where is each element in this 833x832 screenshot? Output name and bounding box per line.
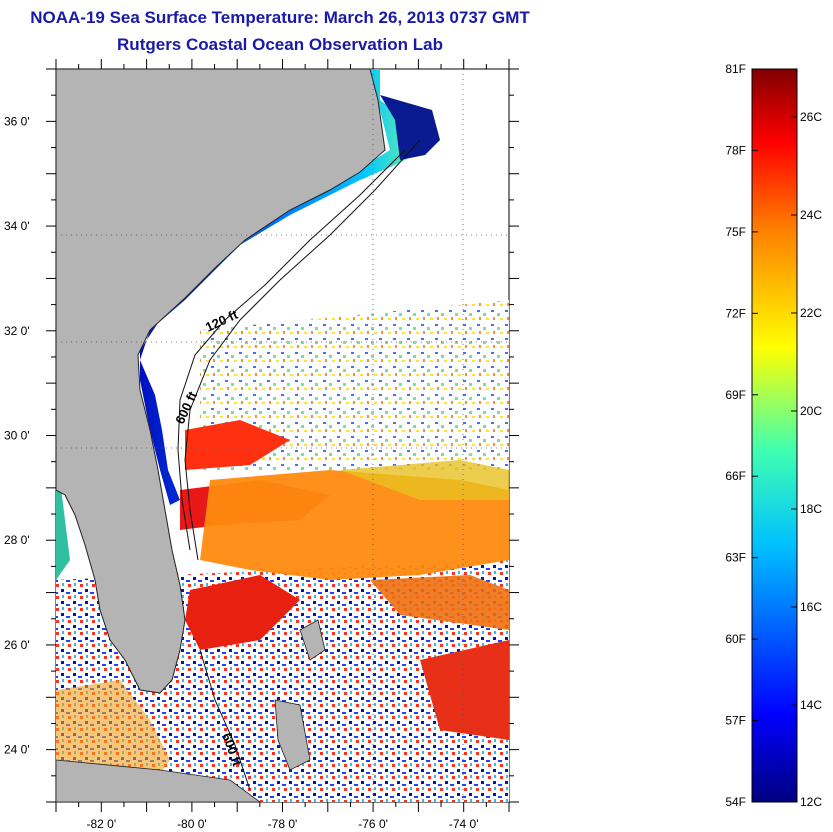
lat-tick-label: 32 0' [4, 324, 30, 338]
colorbar-f-label: 63F [725, 551, 746, 565]
warm-band [420, 640, 509, 740]
gulf-stream-edge [340, 460, 509, 500]
map-subtitle: Rutgers Coastal Ocean Observation Lab [117, 35, 443, 54]
contour-600ft [184, 139, 421, 561]
land-bahamas [299, 619, 326, 661]
map-title: NOAA-19 Sea Surface Temperature: March 2… [30, 8, 530, 27]
contour-600ft-south [199, 649, 251, 791]
latitude-axis: 36 0' 34 0' 32 0' 30 0' 28 0' 26 0' 24 0' [4, 68, 519, 803]
lon-tick-label: -82 0' [86, 817, 116, 831]
colorbar-f-label: 66F [725, 469, 746, 483]
lon-tick-label: -80 0' [177, 817, 207, 831]
colorbar-f-label: 75F [725, 225, 746, 239]
colorbar-f-label: 81F [725, 62, 746, 76]
lat-tick-label: 26 0' [4, 638, 30, 652]
longitude-axis: -82 0' -80 0' -78 0' -76 0' -74 0' [55, 59, 510, 831]
colorbar-f-label: 78F [725, 143, 746, 157]
land-bahamas [274, 699, 311, 771]
pamlico-sound [380, 95, 440, 160]
warm-band [370, 575, 509, 630]
colorbar-c-label: 26C [800, 110, 822, 124]
lat-tick-label: 34 0' [4, 219, 30, 233]
colorbar-c-label: 22C [800, 306, 822, 320]
land-southeast-us [56, 69, 386, 694]
lon-tick-label: -76 0' [358, 817, 388, 831]
gulf-sst [56, 480, 70, 580]
colorbar-f-label: 69F [725, 388, 746, 402]
colorbar-fahrenheit-labels: 81F 78F 75F 72F 69F 66F 63F 60F 57F 54F [725, 62, 758, 809]
colorbar-gradient [751, 68, 798, 803]
land-cuba [56, 759, 261, 802]
colorbar-celsius-labels: 26C 24C 22C 20C 18C 16C 14C 12C [791, 110, 822, 809]
colorbar-c-label: 14C [800, 698, 822, 712]
lat-tick-label: 36 0' [4, 114, 30, 128]
lat-tick-label: 28 0' [4, 533, 30, 547]
colorbar-f-label: 72F [725, 306, 746, 320]
colorbar-c-label: 18C [800, 502, 822, 516]
lat-tick-label: 30 0' [4, 429, 30, 443]
sst-map: 120 ft 600 ft 600 ft [55, 68, 510, 803]
colorbar-c-label: 12C [800, 795, 822, 809]
colorbar-c-label: 24C [800, 208, 822, 222]
warm-band [185, 420, 290, 470]
contour-120ft [177, 149, 406, 551]
colorbar-f-label: 54F [725, 795, 746, 809]
colorbar-f-label: 60F [725, 632, 746, 646]
colorbar-f-label: 57F [725, 714, 746, 728]
lon-tick-label: -74 0' [449, 817, 479, 831]
warm-band [185, 575, 300, 650]
colorbar-c-label: 20C [800, 404, 822, 418]
colorbar-c-label: 16C [800, 600, 822, 614]
lon-tick-label: -78 0' [268, 817, 298, 831]
lat-tick-label: 24 0' [4, 743, 30, 757]
colorbar: 81F 78F 75F 72F 69F 66F 63F 60F 57F 54F 26C 24C 22C… [725, 62, 822, 809]
lat-lon-grid [56, 69, 509, 802]
scattered-sst-north [200, 300, 509, 470]
